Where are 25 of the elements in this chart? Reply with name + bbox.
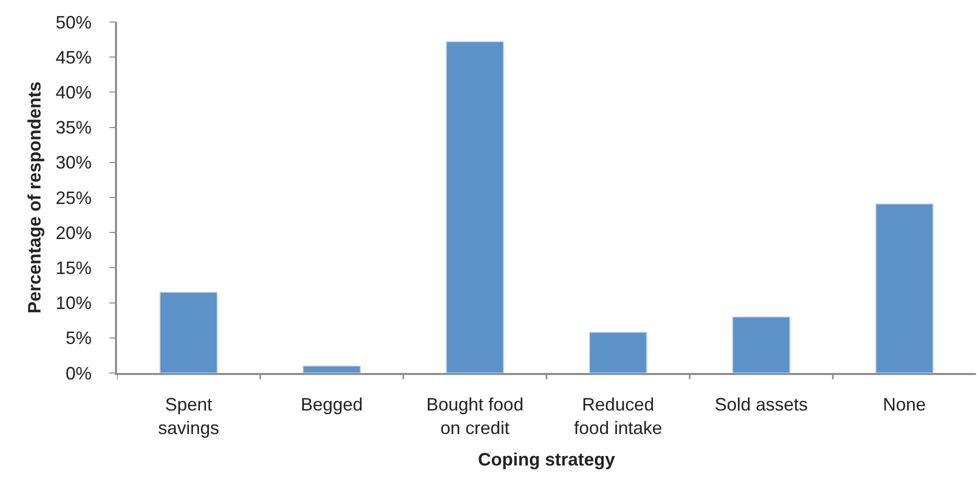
y-tick-label: 50% [56,12,92,32]
y-tick-label: 0% [66,363,92,384]
y-tick-label: 45% [56,47,92,68]
x-tick-label: Begged [300,394,363,414]
x-tick-label: Sold assets [714,394,808,414]
y-tick-label: 20% [56,222,92,243]
y-tick-label: 30% [56,152,92,173]
bar [588,332,648,373]
bar [875,203,934,373]
y-axis-title: Percentage of respondents [24,81,44,314]
y-tick-label: 15% [56,258,92,278]
y-tick-label: 40% [56,82,92,102]
y-tick-label: 35% [56,118,92,138]
x-axis-title: Coping strategy [478,449,616,470]
x-tick-label: Bought food on credit [426,394,524,438]
bar [446,41,504,373]
bar [159,292,218,373]
y-tick-label: 5% [66,328,92,348]
bar [732,316,790,373]
y-tick-label: 10% [56,293,92,314]
y-tick-label: 25% [56,188,92,208]
bar [302,365,361,373]
x-tick-label: Reduced food intake [574,394,662,438]
x-tick-label: None [882,394,926,414]
x-tick-label: Spent savings [158,394,220,438]
